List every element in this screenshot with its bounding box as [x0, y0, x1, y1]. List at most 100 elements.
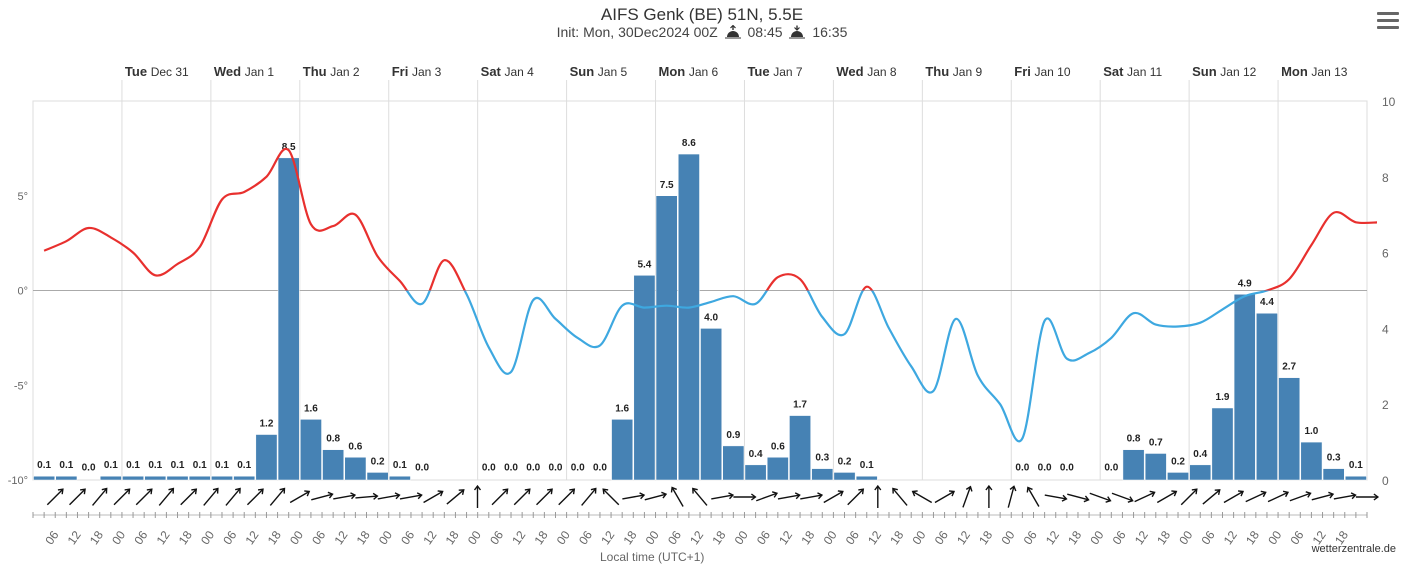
precip-bar — [1345, 475, 1367, 481]
y-right-tick-label: 4 — [1382, 322, 1389, 336]
wind-barb — [423, 490, 444, 504]
precip-bar-label: 0.0 — [482, 462, 496, 473]
wind-barb — [756, 491, 779, 502]
wind-barb — [1289, 491, 1312, 502]
x-tick-label: 18 — [976, 528, 995, 547]
precip-bar-label: 0.0 — [82, 462, 96, 473]
precip-bar — [99, 475, 122, 481]
wind-barb — [46, 488, 64, 506]
x-tick-label: 18 — [532, 528, 551, 547]
x-tick-label: 18 — [87, 528, 106, 547]
precip-bar-labels: 0.1 0.1 0.0 0.1 0.1 0.1 0.1 0.1 0.1 0.1 1.2 8.5 1.6 0… — [37, 138, 1363, 473]
precip-bar-label: 5.4 — [637, 259, 651, 270]
day-label: Mon Jan 13 — [1281, 64, 1348, 79]
x-ticks: 06 12 18 00 06 12 18 00 06 12 18 00 06 12 18 00 06 12 18 00… — [32, 512, 1368, 547]
wind-barb — [874, 484, 882, 508]
wind-barb — [985, 484, 993, 508]
precip-bar-label: 0.0 — [1060, 462, 1074, 473]
temperature-line-above-zero — [43, 147, 1377, 291]
precip-bar-label: 0.6 — [771, 441, 785, 452]
x-tick-label: 12 — [420, 528, 439, 547]
x-tick-label: 00 — [909, 528, 928, 547]
credit-link[interactable]: wetterzentrale.de — [1311, 543, 1396, 555]
precip-bar — [322, 449, 345, 481]
wind-barb — [911, 490, 933, 504]
x-tick-label: 00 — [821, 528, 840, 547]
wind-barb — [847, 488, 865, 506]
y-right-tick-label: 10 — [1382, 95, 1396, 109]
x-tick-label: 12 — [598, 528, 617, 547]
x-tick-label: 06 — [131, 528, 150, 547]
wind-barb — [311, 491, 334, 501]
wind-barb — [491, 488, 509, 506]
wind-barb — [1267, 490, 1290, 503]
x-tick-label: 00 — [465, 528, 484, 547]
wind-barb — [1134, 490, 1156, 503]
wind-barb — [962, 485, 973, 508]
wind-barb — [399, 492, 423, 500]
wind-barb — [711, 492, 735, 500]
x-tick-label: 18 — [709, 528, 728, 547]
wind-barb — [892, 487, 908, 506]
day-label: Thu Jan 2 — [303, 64, 360, 79]
precip-bar — [1189, 464, 1212, 481]
precip-bar-label: 0.8 — [1127, 434, 1141, 445]
y-right-tick-label: 0 — [1382, 474, 1389, 488]
precip-bar — [655, 195, 678, 481]
x-tick-label: 06 — [754, 528, 773, 547]
day-label: Sat Jan 11 — [1103, 64, 1162, 79]
wind-barb — [1111, 492, 1134, 503]
day-label: Thu Jan 9 — [925, 64, 982, 79]
wind-barb — [1067, 493, 1090, 503]
day-label: Sun Jan 5 — [570, 64, 628, 79]
x-tick-label: 18 — [354, 528, 373, 547]
x-tick-label: 12 — [509, 528, 528, 547]
precip-bar — [344, 457, 367, 481]
wind-barb — [1245, 490, 1267, 503]
precip-bars — [33, 153, 1367, 481]
wind-barb — [69, 488, 86, 506]
x-tick-label: 06 — [220, 528, 239, 547]
wind-barb — [333, 492, 357, 500]
wind-barb — [1355, 493, 1380, 501]
x-tick-label: 12 — [65, 528, 84, 547]
x-tick-label: 00 — [1176, 528, 1195, 547]
wind-barb — [536, 488, 553, 506]
wind-barb — [622, 492, 646, 500]
precip-bar-label: 4.9 — [1238, 278, 1252, 289]
x-tick-label: 12 — [954, 528, 973, 547]
x-tick-label: 00 — [554, 528, 573, 547]
precip-bar — [678, 153, 700, 481]
precip-bar-label: 0.0 — [526, 462, 540, 473]
y-left-tick-label: -10° — [8, 475, 28, 487]
wind-barb — [777, 492, 801, 500]
precip-bar-label: 1.9 — [1216, 392, 1230, 403]
precip-bar-label: 0.0 — [1015, 462, 1029, 473]
precip-bar-label: 4.4 — [1260, 297, 1274, 308]
precip-bar-label: 8.6 — [682, 138, 696, 149]
precip-bar — [789, 415, 811, 481]
x-tick-label: 12 — [154, 528, 173, 547]
x-tick-label: 06 — [932, 528, 951, 547]
precip-bar — [366, 472, 389, 481]
x-tick-label: 06 — [1287, 528, 1306, 547]
x-tick-label: 12 — [1043, 528, 1062, 547]
precip-bar — [33, 475, 55, 481]
day-label: Fri Jan 3 — [392, 64, 442, 79]
precip-bar — [1278, 377, 1301, 481]
wind-barb — [644, 491, 668, 501]
day-label: Mon Jan 6 — [659, 64, 719, 79]
hamburger-menu-icon[interactable] — [1377, 12, 1399, 30]
y-left-tick-label: 0° — [17, 286, 28, 298]
precip-bar-label: 0.0 — [593, 462, 607, 473]
day-label: Sat Jan 4 — [481, 64, 535, 79]
precip-bar-label: 4.0 — [704, 312, 718, 323]
wind-barb — [558, 488, 576, 506]
y-left-tick-label: 5° — [17, 191, 28, 203]
day-label: Tue Jan 7 — [747, 64, 802, 79]
precip-bar — [855, 475, 878, 481]
precip-bar — [388, 475, 411, 481]
wind-barb — [225, 487, 241, 506]
x-tick-label: 18 — [265, 528, 284, 547]
precip-bar-label: 0.1 — [393, 460, 407, 471]
